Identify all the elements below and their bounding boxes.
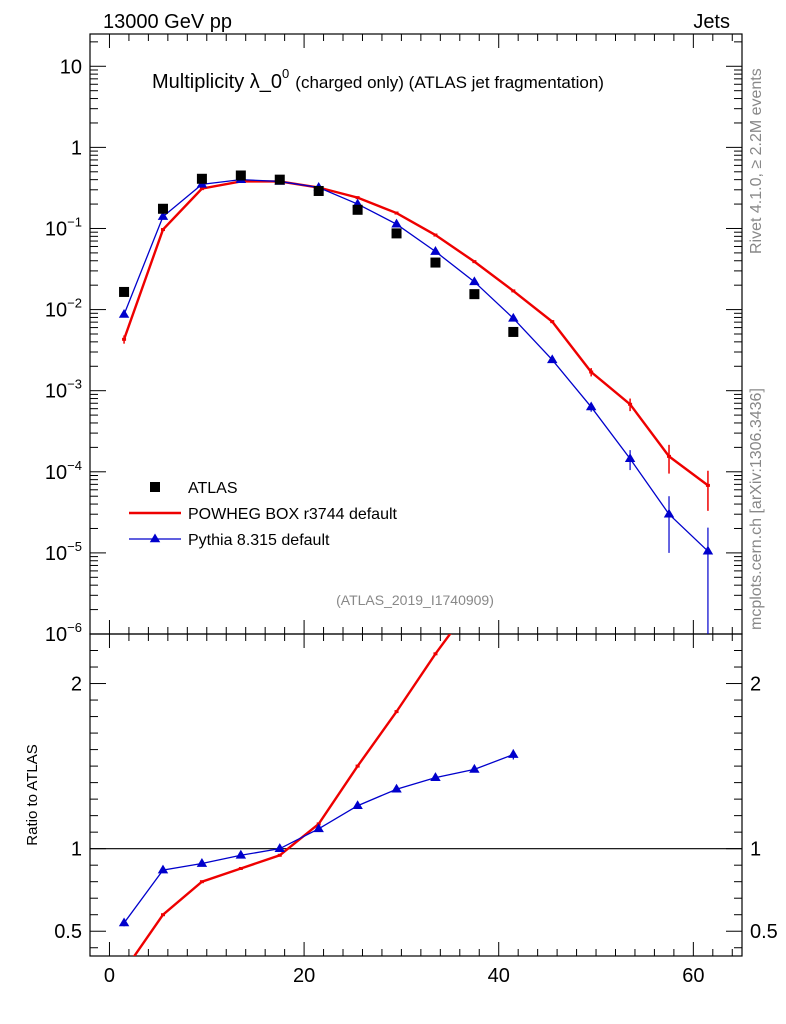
pythia-ratio-point bbox=[274, 843, 285, 852]
x-tick-label: 60 bbox=[682, 965, 704, 987]
header-right: Jets bbox=[693, 11, 730, 33]
rivet-info: Rivet 4.1.0, ≥ 2.2M events bbox=[748, 68, 765, 254]
pythia-ratio-point bbox=[196, 858, 208, 867]
x-tick-label: 20 bbox=[293, 965, 315, 987]
atlas-point bbox=[196, 173, 207, 184]
header-left: 13000 GeV pp bbox=[103, 11, 232, 33]
pythia-point bbox=[624, 453, 636, 463]
title-main: Multiplicity λ_0 bbox=[152, 71, 282, 93]
analysis-id: (ATLAS_2019_I1740909) bbox=[336, 592, 494, 608]
x-tick-label: 40 bbox=[488, 965, 510, 987]
tick-exponent: −4 bbox=[67, 458, 82, 473]
title-sup: 0 bbox=[282, 66, 289, 81]
pythia-ratio-point bbox=[313, 823, 324, 833]
pythia-point bbox=[469, 276, 480, 286]
chart-title: Multiplicity λ_00 (charged only) (ATLAS j… bbox=[152, 66, 604, 93]
ratio-plot-data bbox=[118, 634, 519, 956]
pythia-point bbox=[508, 312, 519, 322]
atlas-point bbox=[391, 228, 402, 239]
atlas-point bbox=[157, 203, 168, 214]
main-y-tick-label: 10−6 bbox=[45, 620, 82, 646]
atlas-point bbox=[508, 326, 519, 337]
main-y-tick-label: 10−1 bbox=[45, 214, 82, 240]
legend-label: ATLAS bbox=[188, 480, 238, 497]
pythia-ratio-point bbox=[469, 763, 480, 773]
pythia-ratio-point bbox=[157, 864, 169, 874]
main-plot-data bbox=[118, 170, 714, 634]
atlas-point bbox=[119, 286, 130, 297]
pythia-point bbox=[118, 308, 130, 318]
legend-label: POWHEG BOX r3744 default bbox=[188, 506, 398, 523]
ratio-y-tick-label-left: 1 bbox=[71, 839, 82, 861]
tick-base: 10 bbox=[45, 300, 67, 322]
pythia-ratio-point bbox=[118, 917, 130, 927]
title-rest: (charged only) (ATLAS jet fragmentation) bbox=[295, 73, 604, 92]
pythia-point bbox=[702, 545, 714, 555]
tick-exponent: −5 bbox=[67, 539, 82, 554]
pythia-point bbox=[157, 211, 169, 220]
tick-exponent: −2 bbox=[67, 296, 82, 311]
tick-exponent: −3 bbox=[67, 377, 82, 392]
atlas-point bbox=[430, 257, 441, 268]
legend-label: Pythia 8.315 default bbox=[188, 532, 330, 549]
atlas-point bbox=[352, 204, 363, 215]
pythia-point bbox=[585, 401, 597, 411]
main-y-tick-label: 10−4 bbox=[45, 458, 82, 484]
atlas-point bbox=[274, 174, 285, 185]
ratio-y-ticks: 0.5 0.5 1 1 2 2 bbox=[54, 633, 778, 949]
tick-base: 10 bbox=[45, 543, 67, 565]
pythia-point bbox=[547, 354, 558, 364]
tick-base: 10 bbox=[45, 624, 67, 646]
pythia-ratio-point bbox=[430, 772, 441, 781]
legend-marker-atlas bbox=[150, 482, 160, 492]
atlas-point bbox=[313, 185, 324, 196]
x-ticks: 0 20 40 60 bbox=[89, 34, 733, 987]
ratio-y-tick-label-right: 1 bbox=[750, 839, 761, 861]
powheg-ratio-line bbox=[132, 634, 452, 956]
ratio-ylabel: Ratio to ATLAS bbox=[24, 744, 41, 845]
ratio-y-tick-label-right: 2 bbox=[750, 674, 761, 696]
ratio-panel-frame bbox=[89, 633, 743, 957]
mcplots-info: mcplots.cern.ch [arXiv:1306.3436] bbox=[748, 388, 765, 630]
ratio-y-tick-label-left: 2 bbox=[71, 674, 82, 696]
pythia-point bbox=[391, 218, 402, 228]
pythia-ratio-point bbox=[352, 800, 363, 810]
main-y-tick-label: 10−2 bbox=[45, 296, 82, 322]
tick-base: 10 bbox=[45, 218, 67, 240]
atlas-point bbox=[235, 170, 246, 181]
x-tick-label: 0 bbox=[104, 965, 115, 987]
pythia-point bbox=[430, 246, 441, 255]
ratio-y-tick-label-left: 0.5 bbox=[54, 921, 82, 943]
pythia-ratio-point bbox=[508, 749, 519, 758]
main-y-tick-label: 10−3 bbox=[45, 377, 82, 403]
atlas-point bbox=[469, 289, 480, 300]
tick-base: 10 bbox=[45, 462, 67, 484]
pythia-ratio-point bbox=[391, 783, 402, 793]
tick-base: 10 bbox=[45, 381, 67, 403]
ratio-y-tick-label-right: 0.5 bbox=[750, 921, 778, 943]
main-y-tick-label: 10−5 bbox=[45, 539, 82, 565]
tick-exponent: −1 bbox=[67, 214, 82, 229]
main-y-tick-label: 1 bbox=[71, 137, 82, 159]
pythia-point bbox=[663, 508, 675, 518]
pythia-line bbox=[123, 179, 709, 552]
tick-exponent: −6 bbox=[67, 620, 82, 635]
legend-marker-pythia bbox=[149, 533, 161, 543]
pythia-ratio-point bbox=[235, 849, 247, 859]
legend: ATLAS POWHEG BOX r3744 default Pythia 8.31… bbox=[129, 480, 398, 549]
powheg-line bbox=[122, 180, 709, 487]
main-y-tick-label: 10 bbox=[60, 56, 82, 78]
